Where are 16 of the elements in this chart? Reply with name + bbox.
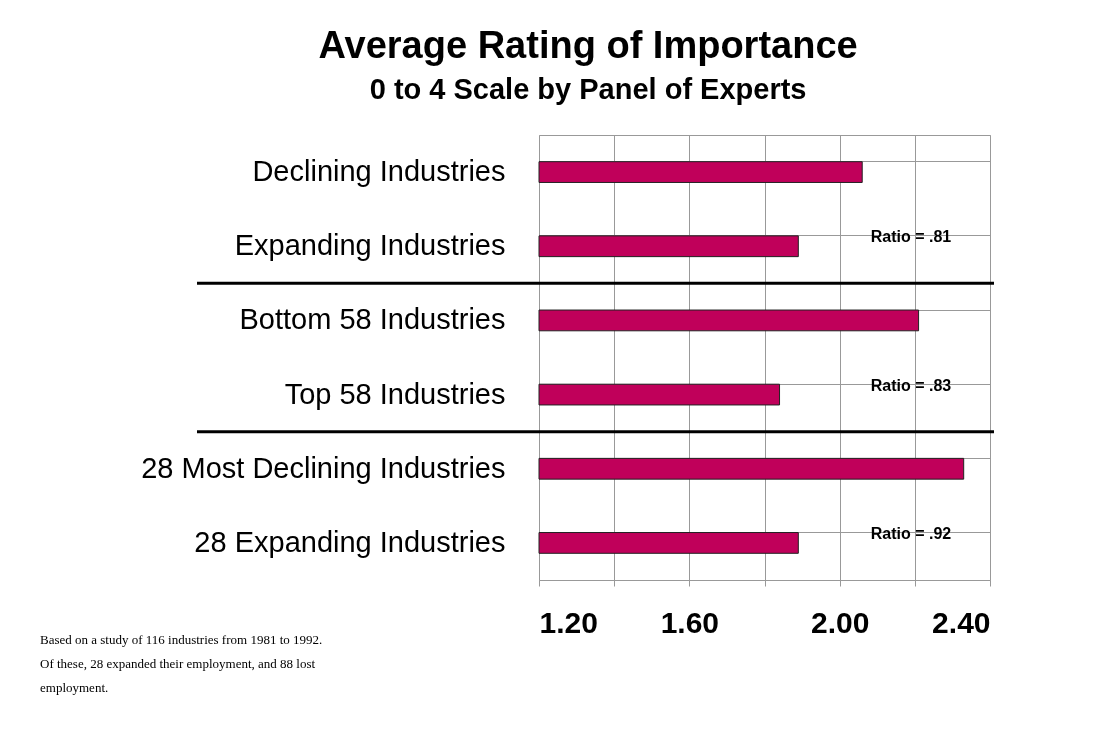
x-tick-label: 1.60 xyxy=(660,605,720,639)
y-tick-label: 28 Most Declining Industries xyxy=(141,451,506,484)
text: Based on a study of 116 industries from 1981 to 1992. Of these, 28 expanded their employment, and 88 lost employment. xyxy=(40,631,324,697)
x-tick-label: 2.00 xyxy=(810,605,870,639)
annotation: Ratio = .81 xyxy=(870,228,952,246)
y-tick-label: 28 Expanding Industries xyxy=(194,525,506,558)
y-tick-label: Bottom 58 Industries xyxy=(239,303,506,336)
x-tick-label: 2.40 xyxy=(932,605,991,639)
y-tick-label: Declining Industries xyxy=(252,155,506,188)
x-tick-label: 1.20 xyxy=(539,605,598,639)
chart-title: Average Rating of Importance xyxy=(318,24,858,66)
annotation: Ratio = .92 xyxy=(870,524,952,542)
y-tick-label: Expanding Industries xyxy=(234,229,506,262)
y-tick-label: Top 58 Industries xyxy=(284,377,506,410)
chart-subtitle: 0 to 4 Scale by Panel of Experts xyxy=(369,73,807,105)
annotation: Ratio = .83 xyxy=(870,376,952,394)
